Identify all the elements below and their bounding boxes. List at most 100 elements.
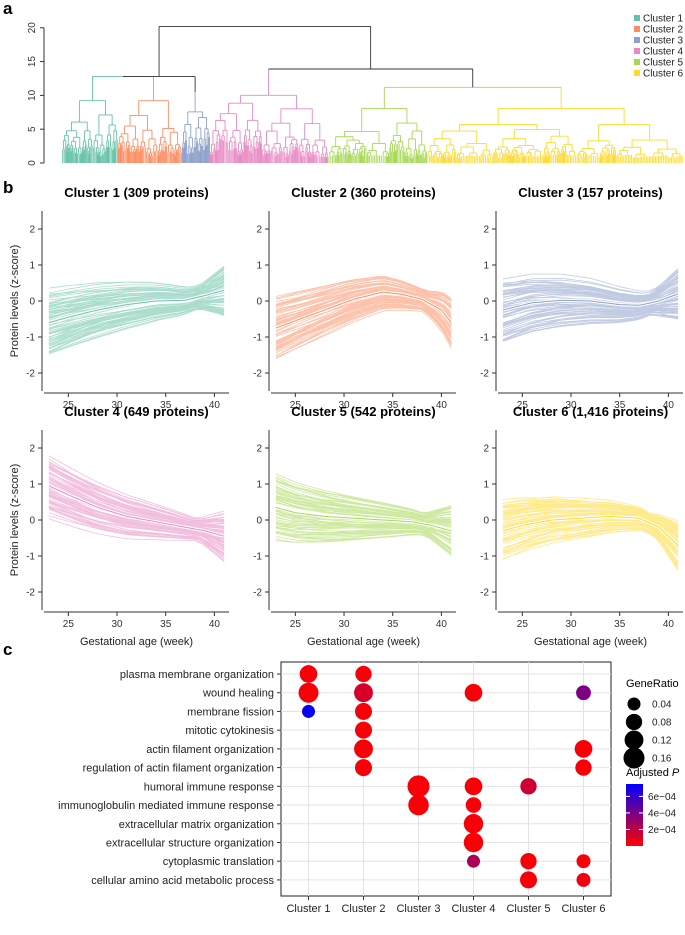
x-tick-label: 30 — [338, 619, 350, 630]
x-tick-label-1: Cluster 1 — [286, 903, 330, 915]
trajectory-cluster-2: Cluster 2 (360 proteins) -2 -1 0 1 2 25 30 35 40 — [253, 185, 456, 411]
y-tick-label: 2 — [29, 444, 35, 455]
protein-trajectory — [502, 505, 679, 532]
padj-legend-label: 6e−04 — [648, 792, 677, 803]
enrichment-dot — [466, 854, 481, 868]
protein-trajectory — [502, 527, 679, 563]
protein-trajectory — [502, 512, 679, 541]
x-tick-label: 35 — [614, 400, 626, 411]
protein-trajectory — [48, 458, 225, 523]
panel-a-letter: a — [3, 0, 13, 18]
generatio-legend-dot — [627, 697, 641, 711]
go-term-label: membrane fission — [187, 706, 274, 718]
legend-label-cluster-2: Cluster 2 — [643, 25, 683, 36]
protein-trajectory — [48, 471, 225, 527]
protein-trajectory — [275, 527, 452, 553]
protein-trajectory — [275, 305, 452, 347]
y-tick-label: -2 — [253, 588, 262, 599]
protein-trajectory — [48, 300, 225, 335]
y-axis-label: Protein levels (z-score) — [9, 464, 21, 576]
dendrogram-cluster-3 — [181, 92, 210, 163]
protein-trajectory — [275, 531, 452, 556]
protein-trajectory — [48, 309, 225, 355]
protein-trajectory — [502, 530, 679, 569]
y-tick-label: 2 — [256, 444, 262, 455]
enrichment-dot — [465, 797, 482, 813]
legend-label-cluster-5: Cluster 5 — [643, 58, 683, 69]
protein-trajectory — [275, 276, 452, 301]
protein-trajectory — [502, 276, 679, 297]
enrichment-dot — [354, 759, 373, 777]
y-tick-label: 0 — [29, 516, 35, 527]
enrichment-dot — [354, 683, 373, 703]
protein-lines — [502, 496, 679, 571]
y-tick-label: 1 — [29, 480, 35, 491]
protein-trajectory — [48, 274, 225, 301]
protein-trajectory — [48, 465, 225, 524]
protein-lines — [275, 276, 452, 359]
protein-trajectory — [502, 314, 679, 341]
y-tick-label: 2 — [256, 225, 262, 236]
enrichment-dot — [463, 832, 484, 853]
x-tick-label: 30 — [338, 400, 350, 411]
trajectory-cluster-5: Cluster 5 (542 proteins) -2 -1 0 1 2 25 30 35 40 G… — [253, 404, 456, 648]
protein-trajectory — [48, 265, 225, 289]
cluster-title: Cluster 1 (309 proteins) — [64, 185, 209, 200]
generatio-legend-label: 0.16 — [652, 754, 672, 765]
x-tick-label-2: Cluster 2 — [341, 903, 385, 915]
protein-trajectory — [502, 286, 679, 304]
protein-trajectory — [275, 295, 452, 342]
generatio-legend-title: GeneRatio — [626, 678, 679, 690]
y-tick-label: -2 — [253, 369, 262, 380]
enrichment-dot — [576, 872, 591, 887]
y-tick-label: 1 — [483, 261, 489, 272]
protein-trajectory — [502, 307, 679, 326]
protein-trajectory — [275, 296, 452, 344]
protein-trajectory — [502, 299, 679, 318]
protein-lines — [48, 455, 225, 562]
protein-trajectory — [275, 290, 452, 320]
x-tick-label: 35 — [160, 400, 172, 411]
mean-trajectory — [502, 293, 679, 311]
x-tick-label: 35 — [387, 619, 399, 630]
y-axis-label: Protein levels (z-score) — [9, 245, 21, 357]
protein-trajectory — [48, 276, 225, 311]
enrichment-dot — [520, 778, 537, 795]
protein-lines — [48, 265, 225, 355]
legend-label-cluster-3: Cluster 3 — [643, 36, 683, 47]
protein-trajectory — [48, 500, 225, 554]
y-tick-label: 2 — [483, 225, 489, 236]
generatio-legend-dot — [625, 713, 643, 731]
go-term-label: plasma membrane organization — [120, 669, 274, 681]
generatio-legend-label: 0.08 — [652, 718, 672, 729]
protein-trajectory — [48, 501, 225, 552]
protein-trajectory — [275, 301, 452, 345]
dendrogram-cluster-1 — [62, 76, 118, 163]
protein-trajectory — [502, 304, 679, 324]
x-tick-label: 40 — [436, 400, 448, 411]
go-term-label: regulation of actin filament organizatio… — [83, 763, 274, 775]
x-tick-label: 40 — [209, 619, 221, 630]
y-tick-label: -2 — [480, 369, 489, 380]
y-tick-label: 10 — [27, 89, 38, 101]
protein-trajectory — [48, 506, 225, 559]
protein-trajectory — [275, 532, 452, 556]
x-tick-label: 25 — [63, 400, 75, 411]
enrichment-dot — [576, 854, 591, 869]
padj-legend-label: 4e−04 — [648, 808, 677, 819]
go-term-label: mitotic cytokinesis — [185, 725, 274, 737]
x-tick-label: 25 — [517, 400, 529, 411]
protein-trajectory — [275, 298, 452, 342]
y-tick-label: 1 — [29, 261, 35, 272]
protein-trajectory — [48, 476, 225, 529]
protein-trajectory — [275, 477, 452, 517]
cluster-title: Cluster 6 (1,416 proteins) — [513, 404, 668, 419]
x-axis-label: Gestational age (week) — [534, 636, 647, 648]
protein-trajectory — [502, 310, 679, 335]
generatio-legend-dot — [623, 747, 645, 769]
cluster-title: Cluster 2 (360 proteins) — [291, 185, 436, 200]
mean-trajectory — [48, 289, 225, 324]
protein-trajectory — [48, 467, 225, 526]
